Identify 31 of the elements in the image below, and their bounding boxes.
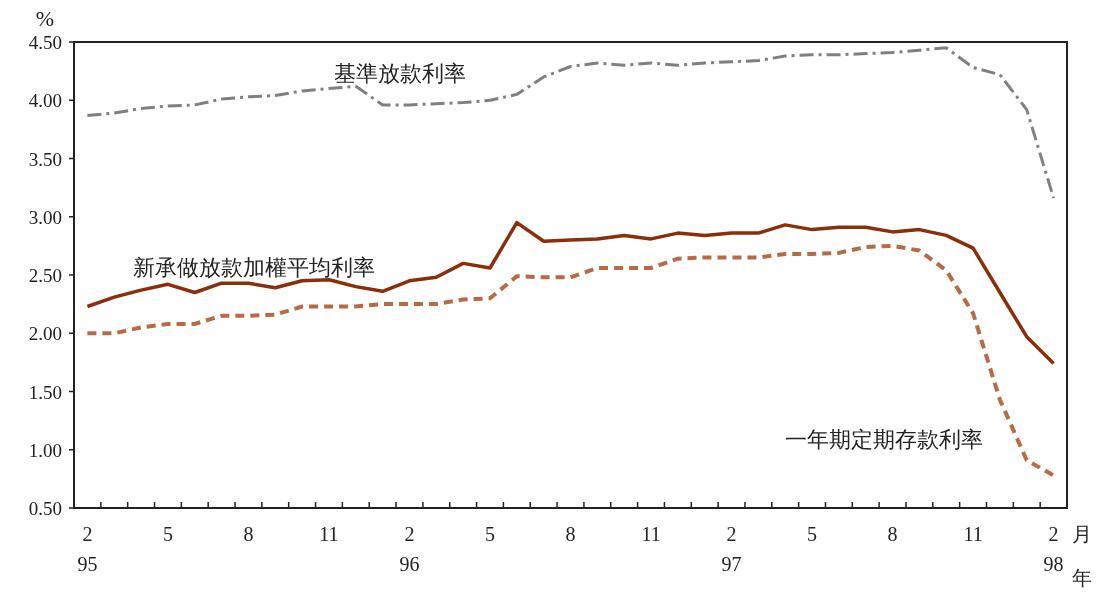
y-tick-label: 2.50 [28,265,62,286]
y-tick-label: 1.00 [28,439,62,461]
x-tick-label: 5 [484,523,495,545]
x-tick-label: 2 96 [399,523,420,575]
y-axis-title: % [35,6,55,31]
x-tick-label: 2 98 [1043,523,1064,575]
y-tick-label: 3.50 [28,148,62,170]
y-tick-label: 0.50 [28,498,62,519]
x-tick-label: 11 [963,523,983,545]
x-tick-label: 8 [243,523,254,545]
series-label: 一年期定期存款利率 [785,427,983,452]
y-tick-label: 4.50 [28,32,62,53]
y-tick-label: 4.00 [28,90,62,112]
x-tick-label: 8 [887,523,898,545]
line-series [85,220,1056,366]
x-tick-label: 11 [319,523,339,545]
y-tick-label: 2.00 [28,323,62,345]
line-series [85,243,1056,478]
x-tick-label: 5 [807,523,818,545]
x-tick-label: 2 97 [721,523,742,575]
series-label: 基準放款利率 [334,61,466,86]
x-tick-label: 5 [162,523,173,545]
text: 年 [1072,567,1092,589]
x-axis-title: 月 [1072,523,1092,545]
x-tick-label: 8 [565,523,576,545]
x-tick-label: 2 95 [77,523,98,575]
y-tick-label: 1.50 [28,381,62,403]
line-series [85,46,1056,200]
y-tick-label: 3.00 [28,206,62,228]
series-label: 新承做放款加權平均利率 [133,255,375,280]
x-tick-label: 11 [641,523,661,545]
